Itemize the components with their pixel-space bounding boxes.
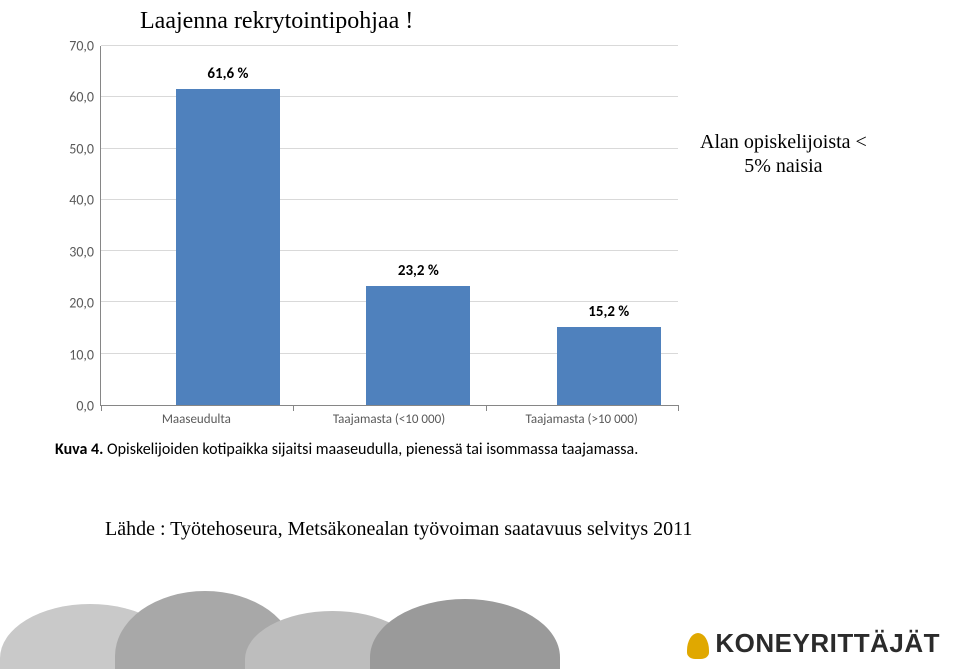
plot-area: 61,6 % 23,2 % 15,2 % [100, 46, 678, 406]
y-tick-label: 20,0 [69, 295, 94, 312]
chart-caption: Kuva 4. Opiskelijoiden kotipaikka sijait… [55, 440, 675, 460]
bar-chart: 0,010,020,030,040,050,060,070,0 61,6 %23… [55, 46, 678, 406]
x-category-label: Taajamasta (>10 000) [526, 412, 638, 427]
side-note: Alan opiskelijoista < 5% naisia [700, 130, 867, 178]
side-note-line2: 5% naisia [744, 155, 822, 177]
bar [557, 327, 661, 405]
page-title: Laajenna rekrytointipohjaa ! [140, 8, 413, 35]
x-category-label: Maaseudulta [162, 412, 231, 427]
bar [366, 286, 470, 405]
y-tick-label: 60,0 [69, 89, 94, 106]
y-tick-label: 50,0 [69, 140, 94, 157]
y-axis: 0,010,020,030,040,050,060,070,0 [55, 46, 100, 406]
bar-value-label: 61,6 % [207, 65, 248, 83]
caption-body: Opiskelijoiden kotipaikka sijaitsi maase… [103, 440, 638, 459]
bar [176, 89, 280, 405]
side-note-line1: Alan opiskelijoista < [700, 131, 867, 153]
bar-value-label: 23,2 % [398, 262, 439, 280]
x-category-label: Taajamasta (<10 000) [333, 412, 445, 427]
y-tick-label: 10,0 [69, 346, 94, 363]
caption-prefix: Kuva 4. [55, 440, 103, 459]
x-tick [678, 405, 679, 411]
x-axis: Maaseudulta Taajamasta (<10 000) Taajamast… [100, 406, 678, 436]
grid-line [101, 45, 678, 46]
y-tick-label: 0,0 [76, 398, 94, 415]
slide: Laajenna rekrytointipohjaa ! Alan opiske… [0, 0, 960, 669]
footer-decoration [0, 599, 600, 669]
y-tick-label: 70,0 [69, 38, 94, 55]
footer-rock [370, 599, 560, 669]
source-line: Lähde : Työtehoseura, Metsäkonealan työv… [105, 518, 692, 541]
y-tick-label: 40,0 [69, 192, 94, 209]
bar-value-label: 15,2 % [588, 303, 629, 321]
y-tick-label: 30,0 [69, 243, 94, 260]
logo-text: KONEYRITTÄJÄT [715, 628, 940, 659]
brand-logo: KONEYRITTÄJÄT [687, 628, 940, 659]
chart-frame: 0,010,020,030,040,050,060,070,0 61,6 %23… [55, 46, 678, 460]
logo-icon [687, 633, 709, 659]
